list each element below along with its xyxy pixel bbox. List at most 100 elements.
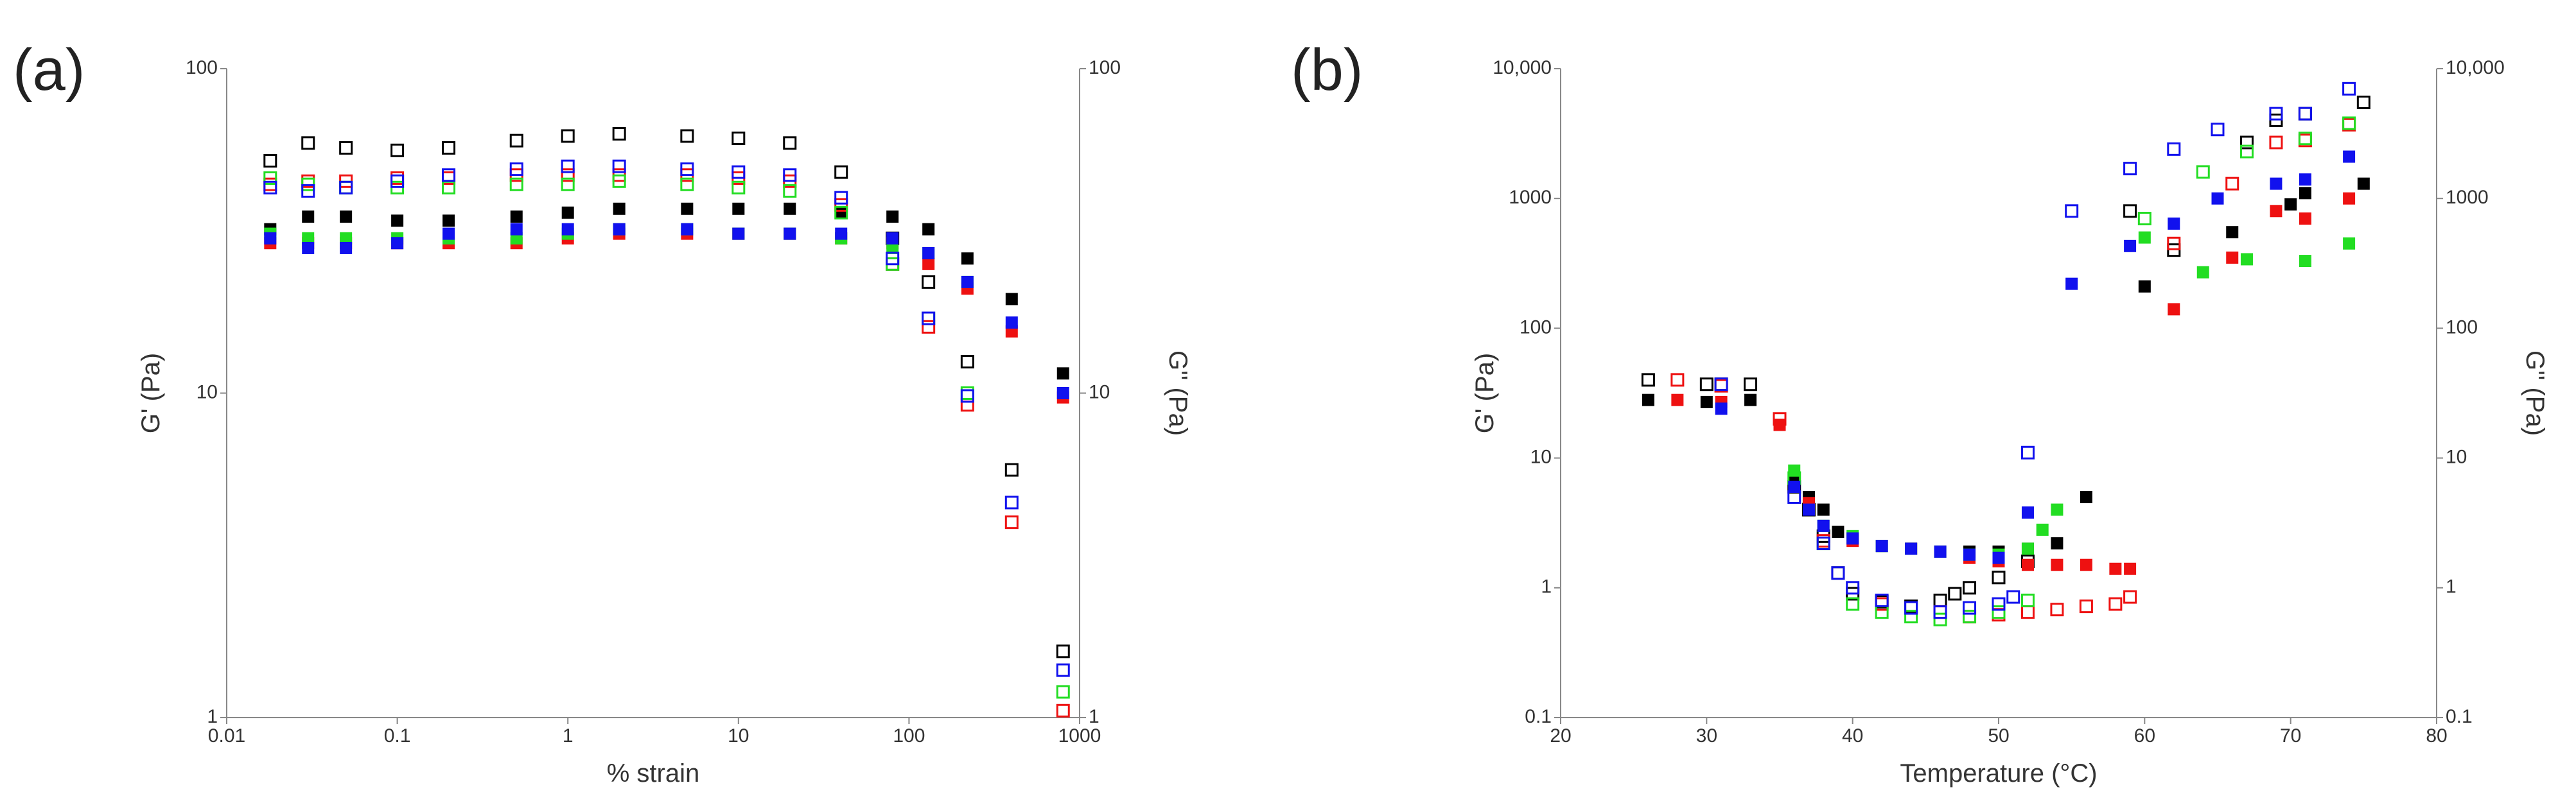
x-tick-label: 1000	[1058, 725, 1101, 746]
y2-tick-label: 100	[2446, 316, 2478, 338]
filled-marker	[2240, 253, 2253, 266]
y2-tick-label: 10,000	[2446, 57, 2505, 78]
open-marker	[1056, 685, 1070, 699]
filled-marker	[835, 227, 848, 240]
open-marker	[2342, 116, 2356, 130]
open-marker	[2123, 590, 2137, 604]
filled-marker	[1905, 542, 1918, 555]
open-marker	[390, 174, 405, 188]
y-tick-label: 0.1	[1525, 706, 1552, 727]
open-marker	[1714, 377, 1728, 392]
open-marker	[561, 177, 575, 191]
open-marker	[1846, 597, 1860, 611]
open-marker	[442, 168, 456, 182]
filled-marker	[2270, 177, 2282, 190]
open-marker	[1948, 587, 1962, 601]
filled-marker	[2021, 506, 2034, 519]
x-tick-label: 100	[893, 725, 925, 746]
filled-marker	[732, 227, 745, 240]
y2-tick-label: 10	[2446, 447, 2467, 468]
open-marker	[339, 141, 353, 155]
filled-marker	[1832, 526, 1844, 539]
filled-marker	[561, 206, 574, 219]
filled-marker	[340, 210, 353, 223]
series	[1671, 192, 2356, 575]
open-marker	[2298, 132, 2312, 146]
filled-marker	[1788, 480, 1801, 493]
open-marker	[922, 275, 936, 289]
open-marker	[442, 141, 456, 155]
y2-tick-label: 1	[1089, 706, 1100, 727]
open-marker	[2342, 82, 2356, 96]
filled-marker	[2270, 205, 2282, 218]
filled-marker	[2168, 303, 2180, 316]
open-marker	[1816, 529, 1830, 543]
open-marker	[263, 180, 277, 194]
x-tick-label: 0.01	[208, 725, 245, 746]
open-marker	[2123, 204, 2137, 218]
open-marker	[1816, 537, 1830, 551]
open-marker	[1744, 377, 1758, 392]
filled-marker	[2080, 490, 2092, 503]
y-tick-label: 10,000	[1493, 57, 1552, 78]
x-tick-label: 70	[2280, 725, 2301, 746]
series	[264, 202, 1069, 380]
open-marker	[1056, 644, 1070, 659]
filled-marker	[1846, 532, 1859, 545]
filled-marker	[2299, 255, 2311, 268]
open-marker	[783, 136, 797, 150]
panel-label: (b)	[1291, 37, 1363, 103]
open-marker	[732, 165, 746, 179]
open-marker	[783, 168, 797, 182]
open-marker	[1933, 612, 1947, 626]
y2-tick-label: 1000	[2446, 187, 2489, 208]
filled-marker	[1992, 551, 2005, 564]
y2-axis-title: G'' (Pa)	[1164, 350, 1192, 436]
open-marker	[1641, 373, 1655, 387]
filled-marker	[886, 232, 899, 245]
filled-marker	[1802, 503, 1815, 516]
open-marker	[1933, 593, 1947, 607]
open-marker	[2065, 204, 2079, 218]
filled-marker	[2196, 266, 2209, 279]
filled-marker	[1642, 393, 1654, 406]
open-marker	[680, 162, 694, 177]
x-tick-label: 60	[2134, 725, 2155, 746]
open-marker	[2298, 107, 2312, 121]
filled-marker	[613, 223, 626, 236]
open-marker	[886, 252, 900, 266]
open-marker	[1056, 703, 1070, 718]
filled-marker	[391, 237, 404, 250]
filled-marker	[2021, 542, 2034, 555]
open-marker	[1831, 566, 1845, 580]
x-tick-label: 10	[728, 725, 749, 746]
y-tick-label: 10	[1530, 447, 1552, 468]
x-axis-title: Temperature (°C)	[1900, 759, 2097, 788]
y-axis-title: G' (Pa)	[137, 353, 165, 433]
y2-axis-title: G'' (Pa)	[2521, 350, 2549, 436]
open-marker	[2020, 593, 2035, 607]
filled-marker	[1963, 548, 1976, 561]
open-marker	[834, 198, 848, 212]
filled-marker	[340, 241, 353, 254]
open-marker	[960, 355, 974, 369]
filled-marker	[2036, 523, 2049, 536]
series	[264, 227, 1069, 404]
open-marker	[960, 386, 974, 400]
panel-label: (a)	[13, 37, 85, 103]
open-marker	[301, 136, 315, 150]
filled-marker	[302, 241, 315, 254]
open-marker	[2298, 107, 2312, 121]
filled-marker	[732, 202, 745, 215]
filled-marker	[613, 202, 626, 215]
filled-marker	[2138, 231, 2151, 244]
open-marker	[263, 154, 277, 168]
open-marker	[2123, 162, 2137, 176]
filled-marker	[784, 202, 796, 215]
filled-marker	[510, 223, 523, 236]
filled-marker	[442, 214, 455, 227]
filled-marker	[784, 227, 796, 240]
open-marker	[301, 184, 315, 198]
open-marker	[561, 168, 575, 182]
open-marker	[834, 191, 848, 205]
